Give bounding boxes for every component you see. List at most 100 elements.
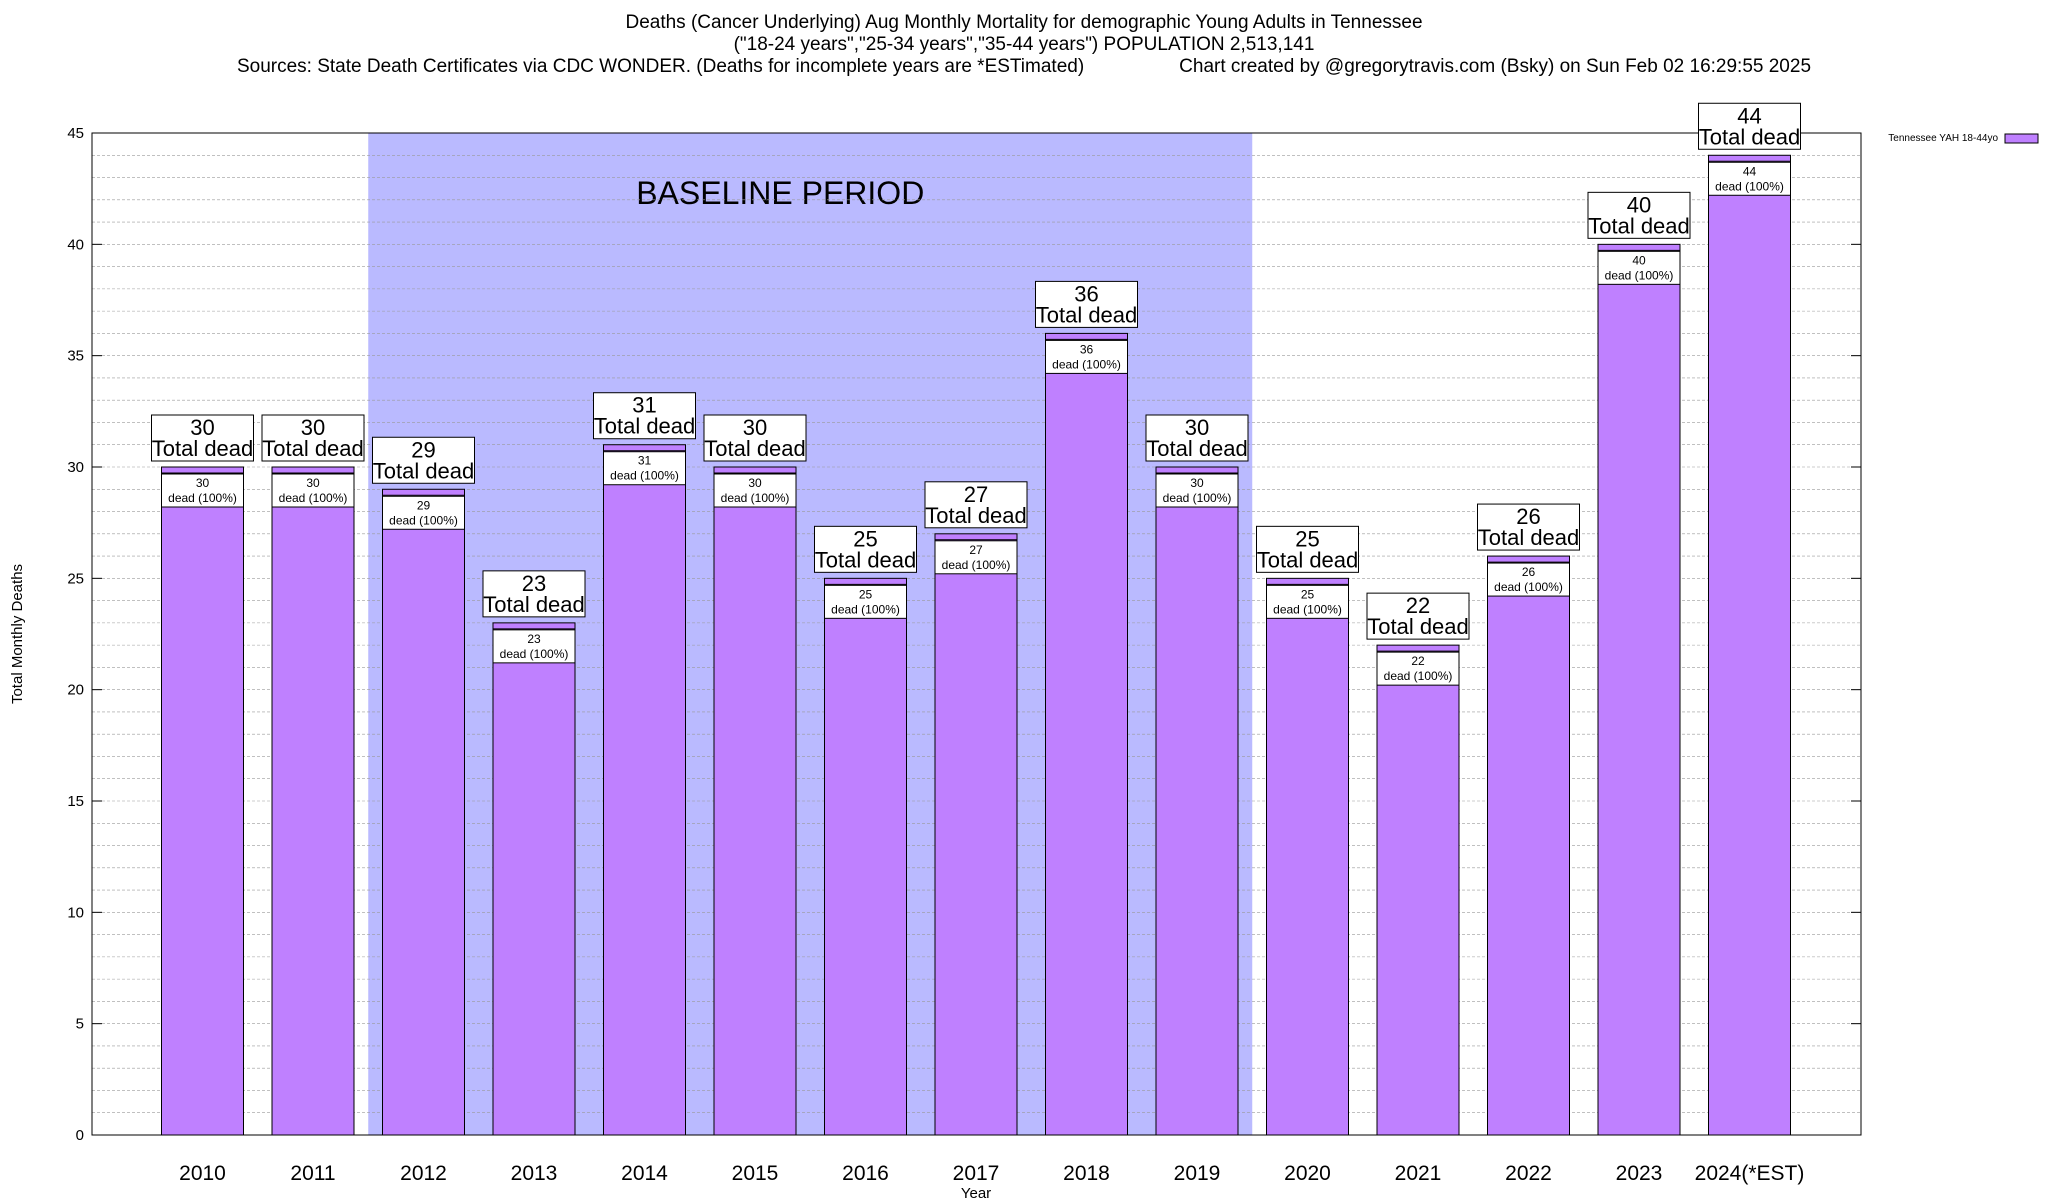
top-label-text: Total dead <box>152 436 254 461</box>
y-tick-label: 25 <box>67 570 84 587</box>
inner-label-value: 25 <box>859 587 873 601</box>
bar-2018 <box>1045 332 1128 1136</box>
x-tick-label: 2024(*EST) <box>1695 1162 1805 1185</box>
top-label-text: Total dead <box>925 503 1027 528</box>
inner-label-box <box>603 451 686 486</box>
inner-label-text: dead (100%) <box>500 647 569 661</box>
inner-label-box <box>1155 473 1239 508</box>
top-label-value: 31 <box>632 393 656 418</box>
bar-2021 <box>1376 644 1460 1136</box>
top-label-text: Total dead <box>1036 302 1138 327</box>
inner-label-box <box>492 629 576 664</box>
inner-label-box <box>1045 339 1128 374</box>
inner-label-value: 30 <box>1190 476 1204 490</box>
inner-label-text: dead (100%) <box>1715 179 1784 193</box>
x-tick-label: 2023 <box>1616 1162 1663 1185</box>
top-label-text: Total dead <box>1146 436 1248 461</box>
x-tick-label: 2011 <box>290 1162 335 1185</box>
inner-label-value: 30 <box>748 476 762 490</box>
bar-2012 <box>382 488 465 1136</box>
top-label-box <box>261 414 365 462</box>
top-label-box <box>924 481 1028 529</box>
top-label-box <box>1366 592 1470 640</box>
y-tick-label: 5 <box>76 1016 84 1033</box>
x-tick-label: 2014 <box>621 1162 668 1185</box>
y-tick-label: 40 <box>67 236 84 253</box>
bar-2013 <box>492 622 576 1136</box>
top-label-box <box>151 414 254 462</box>
bar-2019 <box>1155 466 1239 1136</box>
top-label-value: 26 <box>1516 504 1540 529</box>
inner-label-text: dead (100%) <box>721 491 790 505</box>
x-tick-label: 2013 <box>511 1162 558 1185</box>
y-tick-label: 35 <box>67 348 84 365</box>
inner-label-text: dead (100%) <box>279 491 348 505</box>
inner-label-box <box>1708 161 1791 196</box>
inner-label-box <box>382 495 465 530</box>
chart-title-block: Deaths (Cancer Underlying) Aug Monthly M… <box>0 12 2048 78</box>
inner-label-value: 25 <box>1301 587 1315 601</box>
x-tick-label: 2020 <box>1284 1162 1331 1185</box>
y-tick-label: 30 <box>67 459 84 476</box>
inner-label-text: dead (100%) <box>389 513 458 527</box>
top-label-text: Total dead <box>1478 525 1580 550</box>
inner-label-value: 26 <box>1522 565 1536 579</box>
top-label-box <box>593 392 696 440</box>
top-label-text: Total dead <box>1257 547 1359 572</box>
inner-label-text: dead (100%) <box>1605 268 1674 282</box>
inner-label-text: dead (100%) <box>1494 580 1563 594</box>
x-tick-label: 2015 <box>732 1162 779 1185</box>
bar-2023 <box>1597 243 1681 1136</box>
top-label-value: 27 <box>964 482 988 507</box>
x-tick-label: 2021 <box>1395 1162 1442 1185</box>
chart-sources: Sources: State Death Certificates via CD… <box>236 56 1085 77</box>
x-tick-label: 2022 <box>1505 1162 1552 1185</box>
top-label-box <box>1698 102 1801 150</box>
top-label-text: Total dead <box>1367 614 1469 639</box>
top-label-box <box>1035 280 1138 328</box>
bar-2022 <box>1487 555 1570 1136</box>
top-label-box <box>1145 414 1249 462</box>
inner-label-text: dead (100%) <box>168 491 237 505</box>
inner-label-box <box>161 473 244 508</box>
inner-label-value: 23 <box>527 632 541 646</box>
y-tick-label: 0 <box>76 1127 84 1144</box>
top-label-value: 30 <box>743 415 767 440</box>
inner-label-value: 44 <box>1743 164 1757 178</box>
bar-2014 <box>603 444 686 1136</box>
y-tick-label: 15 <box>67 793 84 810</box>
y-axis-label: Total Monthly Deaths <box>9 564 26 704</box>
top-label-box <box>814 525 917 573</box>
legend-swatch <box>2004 133 2039 144</box>
top-label-box <box>1256 525 1359 573</box>
legend-label: Tennessee YAH 18-44yo <box>1888 133 1998 144</box>
inner-label-box <box>934 540 1018 575</box>
inner-label-text: dead (100%) <box>610 469 679 483</box>
top-label-box <box>703 414 807 462</box>
inner-label-text: dead (100%) <box>1052 357 1121 371</box>
top-label-value: 40 <box>1627 192 1651 217</box>
bar-2010 <box>161 466 244 1136</box>
top-label-text: Total dead <box>1588 213 1690 238</box>
top-label-value: 30 <box>190 415 214 440</box>
y-tick-label: 10 <box>67 904 84 921</box>
inner-label-value: 30 <box>306 476 320 490</box>
top-label-box <box>482 570 586 618</box>
top-label-box <box>372 436 475 484</box>
inner-label-text: dead (100%) <box>831 602 900 616</box>
inner-label-text: dead (100%) <box>1163 491 1232 505</box>
top-label-text: Total dead <box>594 414 696 439</box>
inner-label-value: 30 <box>196 476 210 490</box>
inner-label-box <box>1376 651 1460 686</box>
inner-label-text: dead (100%) <box>1273 602 1342 616</box>
inner-label-box <box>1487 562 1570 597</box>
x-tick-label: 2010 <box>179 1162 226 1185</box>
bar-2020 <box>1266 577 1349 1136</box>
top-label-text: Total dead <box>1699 124 1801 149</box>
top-label-text: Total dead <box>373 458 475 483</box>
inner-label-value: 29 <box>417 498 431 512</box>
bar-2017 <box>934 533 1018 1136</box>
inner-label-text: dead (100%) <box>1384 669 1453 683</box>
x-tick-label: 2019 <box>1174 1162 1221 1185</box>
